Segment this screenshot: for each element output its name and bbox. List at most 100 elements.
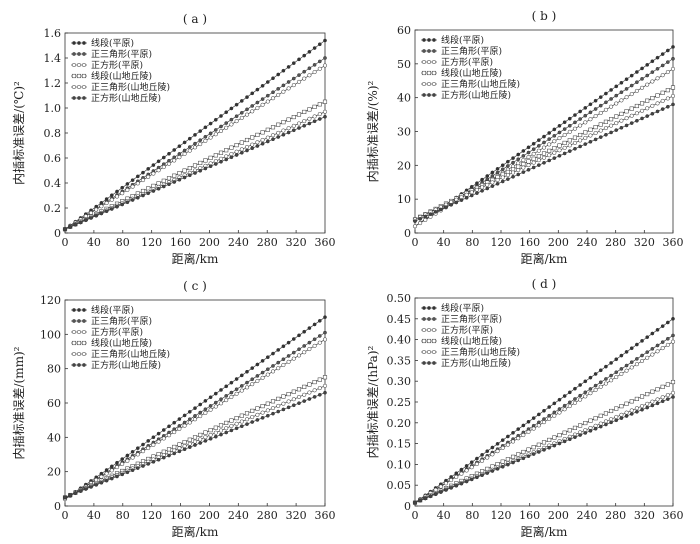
data-point [650, 103, 655, 108]
data-point [182, 423, 187, 428]
x-tick-label: 40 [437, 236, 451, 249]
data-point [193, 414, 197, 418]
data-point [598, 384, 603, 389]
data-point [660, 73, 665, 78]
data-point [604, 377, 608, 381]
data-point [297, 73, 301, 77]
data-point [234, 387, 239, 392]
data-point [260, 83, 265, 88]
data-point [203, 430, 208, 435]
data-point [255, 378, 260, 384]
data-point [125, 182, 130, 186]
chart-panel-d: ( d ) 0 40 80 120 160 200 240 280 320 360 0 0.05 0.10… [366, 277, 684, 539]
data-point [562, 140, 567, 145]
data-point [475, 191, 479, 195]
data-point [412, 224, 418, 229]
data-point [125, 200, 130, 205]
data-point [588, 110, 593, 115]
data-point [218, 423, 224, 428]
data-point [665, 48, 670, 53]
data-point [187, 417, 192, 422]
data-point [260, 404, 265, 409]
data-point [172, 451, 177, 456]
data-point [665, 320, 670, 325]
data-point [286, 354, 291, 358]
data-point [297, 126, 301, 130]
x-tick-label: 200 [548, 236, 569, 249]
data-point [619, 404, 624, 409]
legend: 线段(平原)正三角形(平原)正方形(平原)线段(山地丘陵)正三角形(山地丘陵)正… [421, 302, 520, 369]
legend-marker [81, 351, 87, 357]
data-point [670, 66, 676, 71]
data-point [270, 96, 276, 101]
y-tick-label: 0.30 [387, 375, 412, 388]
data-point [598, 380, 603, 385]
data-point [120, 461, 125, 467]
data-point [187, 409, 192, 414]
legend-marker [422, 317, 426, 321]
data-point [573, 435, 577, 440]
data-point [418, 221, 423, 226]
data-point [640, 66, 644, 71]
data-point [660, 98, 665, 103]
data-point [89, 216, 93, 220]
data-point [255, 144, 260, 148]
data-point [464, 479, 469, 484]
data-point [670, 390, 676, 395]
data-point [598, 413, 603, 418]
data-point [245, 369, 249, 374]
data-point [307, 347, 312, 352]
data-point [531, 426, 536, 431]
data-point [635, 118, 639, 123]
data-point [224, 430, 229, 435]
data-point [286, 117, 291, 122]
data-point [234, 153, 239, 157]
data-point [578, 109, 582, 114]
data-point [459, 481, 464, 486]
data-point [234, 391, 239, 396]
data-point [239, 413, 244, 418]
data-point [167, 453, 171, 458]
x-axis-label: 距离/km [521, 251, 568, 266]
data-point [219, 124, 223, 129]
data-point [516, 161, 521, 166]
data-point [182, 148, 187, 153]
data-point [208, 404, 213, 408]
data-point [552, 156, 557, 160]
legend-marker [421, 327, 427, 333]
data-point [650, 346, 655, 351]
legend-marker [432, 306, 436, 310]
series-line-5 [412, 390, 676, 505]
y-tick-label: 40 [397, 92, 411, 105]
data-point [505, 457, 510, 462]
data-point [552, 139, 557, 144]
data-point [286, 392, 291, 397]
data-point [557, 433, 562, 438]
series-line-6 [413, 102, 675, 224]
y-tick-label: 60 [47, 397, 61, 410]
data-point [536, 423, 541, 428]
y-tick-label: 1.0 [44, 102, 62, 115]
data-point [250, 408, 255, 413]
data-point [603, 126, 608, 131]
data-point [541, 151, 547, 156]
data-point [609, 378, 614, 383]
data-point [521, 165, 526, 170]
data-point [276, 396, 281, 401]
data-point [120, 191, 125, 196]
legend-marker [431, 327, 437, 333]
legend-marker [432, 38, 436, 42]
data-point [141, 442, 145, 447]
data-point [276, 348, 281, 352]
data-point [229, 122, 234, 127]
data-point [485, 182, 490, 187]
y-tick-label: 0 [54, 500, 61, 513]
data-point [624, 363, 629, 368]
data-point [521, 423, 526, 428]
data-point [464, 195, 469, 200]
data-point [182, 175, 187, 180]
data-point [449, 478, 454, 483]
data-point [276, 86, 281, 91]
series-line-5 [412, 93, 676, 222]
legend-marker [422, 361, 426, 365]
